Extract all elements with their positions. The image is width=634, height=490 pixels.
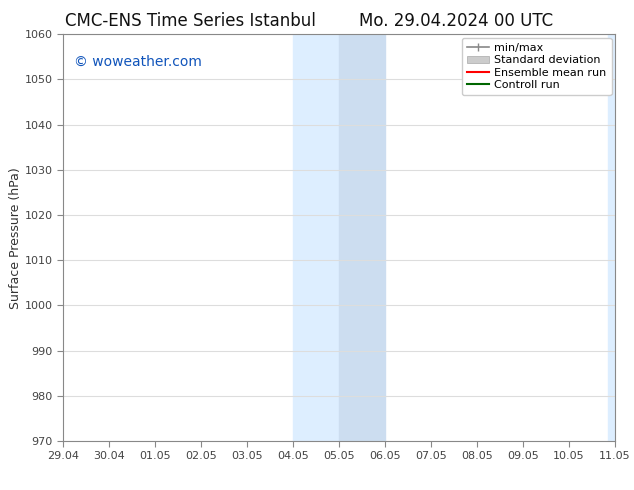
Bar bbox=[293, 34, 339, 441]
Legend: min/max, Standard deviation, Ensemble mean run, Controll run: min/max, Standard deviation, Ensemble me… bbox=[462, 38, 612, 96]
Text: Mo. 29.04.2024 00 UTC: Mo. 29.04.2024 00 UTC bbox=[359, 12, 553, 30]
Text: © woweather.com: © woweather.com bbox=[74, 54, 202, 69]
Bar bbox=[608, 34, 615, 441]
Text: CMC-ENS Time Series Istanbul: CMC-ENS Time Series Istanbul bbox=[65, 12, 316, 30]
Bar bbox=[339, 34, 385, 441]
Y-axis label: Surface Pressure (hPa): Surface Pressure (hPa) bbox=[9, 167, 22, 309]
